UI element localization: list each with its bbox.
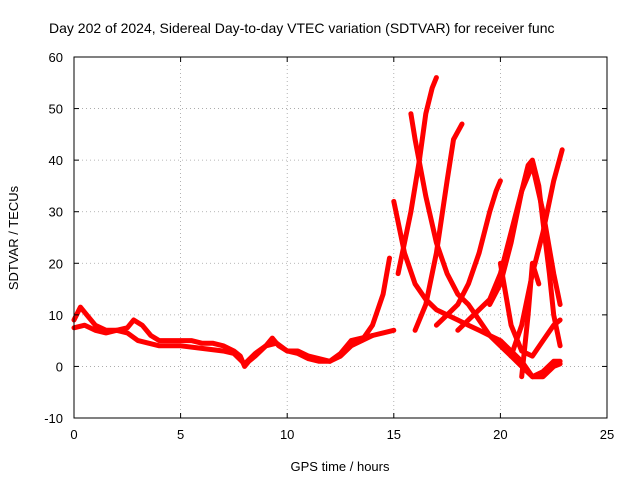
x-tick-label: 15: [387, 427, 401, 442]
series-group: [71, 75, 565, 380]
x-tick-label: 20: [493, 427, 507, 442]
y-tick-label: -10: [44, 411, 63, 426]
series-base-trace: [71, 304, 397, 369]
grid-lines: [74, 57, 607, 418]
y-tick-label: 0: [56, 359, 63, 374]
y-tick-label: 30: [49, 205, 63, 220]
series-arc-f: [433, 178, 503, 328]
series-rise-a: [359, 255, 392, 344]
plot-frame: [73, 56, 608, 419]
x-tick-label: 25: [600, 427, 614, 442]
y-tick-label: 20: [49, 256, 63, 271]
x-tick-label: 10: [280, 427, 294, 442]
y-axis-ticks: -10 0 10 20 30 40 50 60: [44, 50, 607, 426]
series-arc-j: [508, 147, 565, 359]
x-tick-label: 0: [70, 427, 77, 442]
x-axis-label: GPS time / hours: [291, 459, 390, 474]
series-arc-e: [412, 121, 465, 333]
series-arc-c: [395, 75, 439, 277]
y-tick-label: 10: [49, 308, 63, 323]
y-tick-label: 50: [49, 102, 63, 117]
chart-title: Day 202 of 2024, Sidereal Day-to-day VTE…: [49, 20, 555, 36]
y-tick-label: 60: [49, 50, 63, 65]
series-base-trace-2: [71, 322, 375, 367]
series-arc-d: [408, 111, 563, 380]
series-arc-i: [497, 260, 563, 359]
y-tick-label: 40: [49, 153, 63, 168]
y-axis-label: SDTVAR / TECUs: [6, 185, 21, 290]
x-tick-label: 5: [177, 427, 184, 442]
x-axis-ticks: 0 5 10 15 20 25: [70, 57, 614, 442]
series-arc-k: [519, 260, 542, 380]
